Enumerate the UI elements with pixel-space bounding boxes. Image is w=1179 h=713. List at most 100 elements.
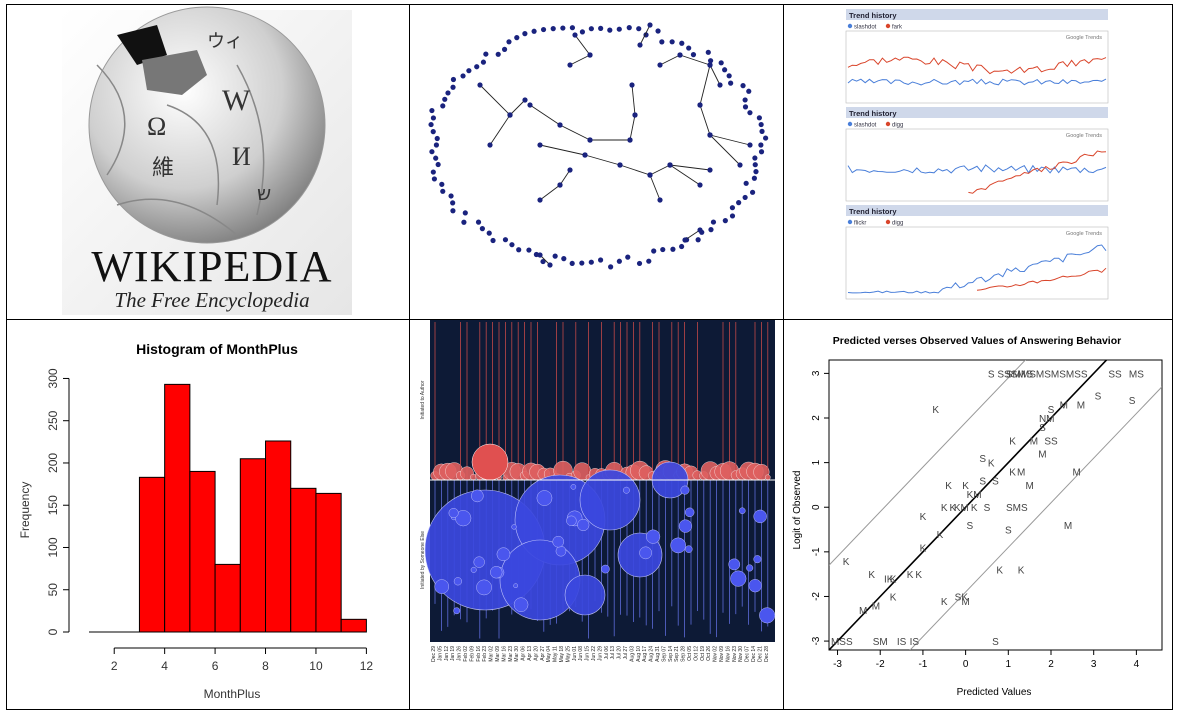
network-edge: [659, 54, 681, 66]
network-node: [439, 181, 445, 187]
x-axis-label: Predicted Values: [957, 687, 1032, 698]
network-edge: [709, 64, 721, 86]
date-tick-label: Nov 09: [719, 646, 725, 662]
point-label: S: [1048, 405, 1055, 416]
bottom-bubble: [570, 484, 577, 490]
network-node: [587, 137, 593, 143]
bottom-bubble: [639, 546, 652, 560]
trend-header-bar: [846, 9, 1108, 20]
point-label: K: [915, 570, 922, 581]
network-node: [428, 121, 434, 128]
date-tick-label: Sep 07: [661, 646, 667, 662]
point-label: S: [979, 476, 986, 487]
trend-history-panel: Trend history slashdot fark Google Trends Tr…: [784, 5, 1172, 320]
bottom-bubble: [470, 566, 477, 573]
y-axis-label: Frequency: [18, 482, 32, 539]
date-tick-label: Jun 15: [585, 646, 591, 661]
network-node: [434, 135, 440, 142]
bottom-bubble: [746, 564, 754, 572]
legend-swatch: [885, 23, 891, 29]
histogram-bar: [189, 470, 216, 633]
bottom-bubble: [738, 507, 746, 515]
network-node: [756, 115, 762, 121]
network-node: [461, 219, 467, 225]
x-tick-label: 3: [1091, 659, 1097, 670]
point-label: SS: [1044, 436, 1058, 447]
chart-title: Histogram of MonthPlus: [136, 341, 298, 357]
network-node: [487, 142, 493, 148]
network-node: [537, 142, 543, 148]
network-node: [561, 256, 567, 262]
point-label: K: [949, 503, 956, 514]
point-label: SM: [873, 637, 888, 648]
histogram-bar: [315, 492, 342, 633]
point-label: S: [1039, 423, 1046, 434]
point-label: K: [1018, 566, 1025, 577]
date-tick-label: Feb 09: [469, 646, 475, 662]
bottom-bubble: [730, 570, 747, 587]
date-tick-label: Aug 10: [636, 646, 642, 662]
date-tick-label: Dec 07: [745, 646, 751, 662]
network-node: [718, 60, 724, 66]
network-node: [749, 189, 756, 195]
date-tick-label: May 04: [546, 646, 552, 663]
network-node: [729, 213, 736, 219]
network-node: [522, 31, 528, 37]
network-node: [501, 46, 508, 52]
date-tick-label: Dec 21: [757, 646, 763, 662]
legend-label: slashdot: [854, 25, 877, 31]
trend-plot-area: [845, 30, 1109, 104]
point-label: S: [984, 503, 991, 514]
network-node: [608, 264, 614, 270]
network-node: [616, 258, 622, 264]
top-bubble: [471, 443, 509, 481]
point-label: IS: [897, 637, 907, 648]
network-node: [679, 40, 685, 46]
date-tick-label: Oct 12: [693, 646, 699, 661]
date-tick-label: Apr 13: [527, 646, 533, 661]
network-node: [588, 26, 594, 32]
wikipedia-globe-icon: Ω W И 維 ウィ ש: [62, 6, 352, 315]
network-node: [753, 169, 759, 175]
trend-plot-area: [845, 226, 1109, 300]
network-node: [557, 182, 563, 188]
network-node: [507, 112, 513, 118]
point-label: M: [872, 601, 880, 612]
network-node: [707, 58, 714, 64]
histogram-bar: [214, 563, 241, 633]
network-node: [646, 258, 652, 264]
y-tick-label: 300: [46, 368, 60, 388]
network-node: [626, 25, 632, 31]
date-tick-label: Jun 29: [597, 646, 603, 661]
network-node: [697, 182, 703, 188]
globe-glyph-omega: Ω: [147, 112, 166, 141]
bottom-bubble: [513, 597, 529, 612]
network-node: [747, 110, 753, 116]
network-edge: [509, 99, 526, 116]
reference-line-upper: [829, 360, 1027, 566]
bottom-bubble: [496, 547, 511, 562]
network-node: [625, 254, 631, 260]
bottom-bubble: [564, 574, 606, 616]
date-tick-label: Apr 27: [540, 646, 546, 661]
point-label: M: [1025, 481, 1033, 492]
network-edge: [699, 104, 711, 136]
date-tick-label: Jul 20: [617, 646, 623, 660]
network-node: [579, 260, 585, 266]
scatter-panel: Predicted verses Observed Values of Answ…: [784, 320, 1172, 709]
network-node: [758, 142, 764, 148]
network-node: [429, 149, 435, 155]
date-tick-label: May 18: [559, 646, 565, 663]
x-tick-label: -2: [876, 659, 885, 670]
date-tick-label: Aug 17: [642, 646, 648, 662]
network-node: [569, 260, 575, 267]
bottom-bubble: [678, 519, 693, 533]
point-label: K: [868, 570, 875, 581]
network-node: [710, 219, 717, 225]
network-edge: [669, 164, 701, 186]
point-label: ISM: [1008, 369, 1026, 380]
network-edge: [489, 114, 511, 146]
date-tick-label: Mar 30: [514, 646, 520, 662]
bottom-bubble: [434, 579, 450, 594]
bottom-bubble: [577, 518, 590, 531]
